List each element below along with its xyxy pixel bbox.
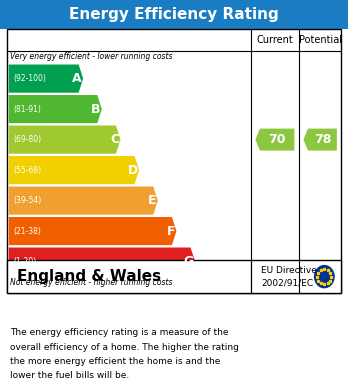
Text: A: A (72, 72, 82, 85)
Text: the more energy efficient the home is and the: the more energy efficient the home is an… (10, 357, 221, 366)
Polygon shape (9, 248, 195, 276)
Polygon shape (9, 95, 102, 123)
Text: The energy efficiency rating is a measure of the: The energy efficiency rating is a measur… (10, 328, 229, 337)
Polygon shape (9, 217, 176, 245)
Text: Current: Current (256, 35, 293, 45)
Polygon shape (303, 129, 337, 151)
Text: (92-100): (92-100) (13, 74, 46, 83)
Polygon shape (9, 156, 139, 184)
Text: (81-91): (81-91) (13, 104, 41, 114)
Text: overall efficiency of a home. The higher the rating: overall efficiency of a home. The higher… (10, 343, 239, 352)
Text: (39-54): (39-54) (13, 196, 41, 205)
Text: Very energy efficient - lower running costs: Very energy efficient - lower running co… (10, 52, 173, 61)
Text: 78: 78 (314, 133, 331, 146)
Text: (55-68): (55-68) (13, 165, 41, 175)
Text: (21-38): (21-38) (13, 226, 41, 236)
Text: England & Wales: England & Wales (17, 269, 161, 284)
Text: Not energy efficient - higher running costs: Not energy efficient - higher running co… (10, 278, 173, 287)
Text: B: B (91, 102, 101, 116)
Text: (1-20): (1-20) (13, 257, 36, 266)
Text: lower the fuel bills will be.: lower the fuel bills will be. (10, 371, 130, 380)
Polygon shape (9, 187, 158, 215)
Text: 70: 70 (268, 133, 286, 146)
Bar (0, 0, 348, 29)
Text: Potential: Potential (299, 35, 342, 45)
Text: Energy Efficiency Rating: Energy Efficiency Rating (69, 7, 279, 22)
Bar (7, 260, 341, 293)
Text: G: G (183, 255, 194, 268)
Text: C: C (110, 133, 119, 146)
Polygon shape (9, 126, 120, 154)
Text: (69-80): (69-80) (13, 135, 41, 144)
Bar (7, 29, 341, 293)
Text: EU Directive
2002/91/EC: EU Directive 2002/91/EC (261, 266, 317, 287)
Polygon shape (255, 129, 294, 151)
Text: E: E (148, 194, 156, 207)
Text: F: F (167, 224, 175, 238)
Polygon shape (9, 65, 83, 93)
Text: D: D (127, 163, 138, 177)
Circle shape (314, 265, 335, 289)
